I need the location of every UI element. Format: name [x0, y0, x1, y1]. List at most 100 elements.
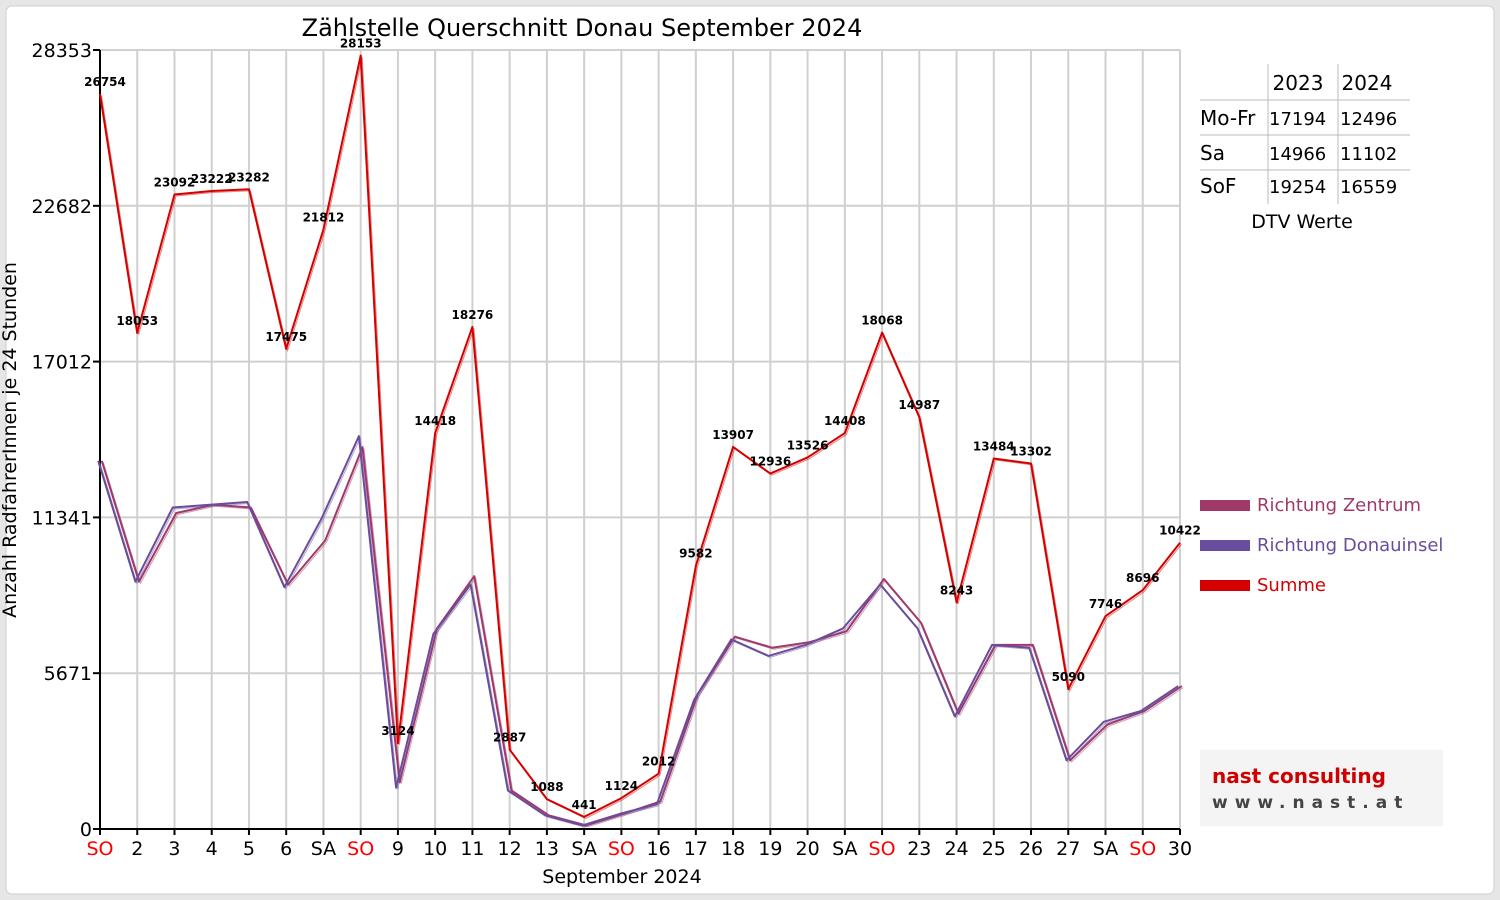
data-label: 1124: [605, 779, 638, 793]
x-tick-label: SA: [832, 838, 857, 860]
legend-swatch-zentrum: [1200, 500, 1250, 511]
x-tick-label: SA: [1093, 838, 1118, 860]
logo-wordmark: nast consulting: [1212, 764, 1386, 788]
legend-label-zentrum: Richtung Zentrum: [1257, 495, 1421, 516]
data-label: 10422: [1159, 524, 1201, 538]
x-tick-label: SO: [347, 838, 374, 860]
x-tick-label: 6: [280, 838, 292, 860]
legend-label-donauinsel: Richtung Donauinsel: [1257, 535, 1443, 556]
x-tick-label: SO: [1129, 838, 1156, 860]
y-tick-label: 0: [80, 819, 92, 841]
x-tick-label: 3: [168, 838, 180, 860]
data-label: 23092: [154, 176, 196, 190]
x-tick-label: 11: [460, 838, 484, 860]
x-tick-label: 19: [758, 838, 782, 860]
data-label: 2887: [493, 731, 526, 745]
x-tick-label: SA: [571, 838, 596, 860]
x-tick-label: 25: [982, 838, 1006, 860]
data-label: 13526: [787, 438, 829, 452]
x-tick-label: SO: [608, 838, 635, 860]
data-label: 14987: [898, 398, 940, 412]
x-tick-label: 5: [243, 838, 255, 860]
legend-swatch-summe: [1200, 580, 1250, 591]
data-label: 23282: [228, 170, 270, 184]
y-tick-label: 17012: [32, 352, 92, 374]
series-line-shadow: [99, 435, 1180, 828]
x-tick-label: 23: [907, 838, 931, 860]
data-label: 2012: [642, 755, 675, 769]
data-label: 18053: [116, 314, 158, 328]
x-tick-label: 17: [684, 838, 708, 860]
data-label: 13484: [973, 440, 1015, 454]
logo-background: [1200, 750, 1443, 826]
data-label: 12936: [749, 455, 791, 469]
x-tick-label: 30: [1168, 838, 1192, 860]
x-tick-label: 20: [795, 838, 819, 860]
data-label: 8243: [940, 584, 973, 598]
dtv-table: 2023 2024 Mo-Fr 17194 12496 Sa 14966 111…: [1200, 64, 1410, 233]
dtv-cell: 14966: [1269, 144, 1326, 165]
data-label: 18276: [452, 308, 494, 322]
dtv-cell: 12496: [1340, 109, 1397, 130]
dtv-row-label: Mo-Fr: [1200, 106, 1256, 130]
data-label: 14408: [824, 414, 866, 428]
data-label: 26754: [84, 75, 126, 89]
data-label: 7746: [1089, 597, 1122, 611]
dtv-col-2023: 2023: [1273, 71, 1324, 95]
series-line-shadow: [101, 56, 1182, 819]
x-tick-label: 9: [392, 838, 404, 860]
x-tick-label: 18: [721, 838, 745, 860]
dtv-col-2024: 2024: [1342, 71, 1393, 95]
x-tick-label: 10: [423, 838, 447, 860]
data-label: 441: [572, 798, 597, 812]
x-tick-label: SO: [869, 838, 896, 860]
x-tick-label: 24: [944, 838, 968, 860]
dtv-row-label: Sa: [1200, 141, 1225, 165]
data-label: 5090: [1052, 670, 1085, 684]
x-tick-label: SA: [311, 838, 336, 860]
data-label: 8696: [1126, 571, 1159, 585]
x-tick-label: 16: [647, 838, 671, 860]
y-axis-label: Anzahl RadfahrerInnen je 24 Stunden: [0, 262, 21, 618]
legend-swatch-donauinsel: [1200, 540, 1250, 551]
y-tick-label: 22682: [32, 196, 92, 218]
dtv-caption: DTV Werte: [1251, 211, 1353, 233]
x-tick-label: 4: [206, 838, 218, 860]
x-tick-label: SO: [86, 838, 113, 860]
dtv-cell: 11102: [1340, 144, 1397, 165]
logo-url: www.nast.at: [1212, 793, 1409, 813]
dtv-cell: 16559: [1340, 177, 1397, 198]
data-label: 3124: [381, 724, 414, 738]
x-axis-label: September 2024: [542, 866, 701, 888]
data-label: 17475: [265, 330, 307, 344]
company-logo: nast consulting www.nast.at: [1200, 750, 1443, 826]
series: [97, 54, 1184, 828]
x-tick-label: 2: [131, 838, 143, 860]
series-line-donauinsel: [97, 435, 1179, 827]
dtv-cell: 17194: [1269, 109, 1326, 130]
data-label: 13907: [712, 428, 754, 442]
x-tick-label: 26: [1019, 838, 1043, 860]
data-label: 28153: [340, 36, 382, 50]
data-label: 21812: [303, 211, 345, 225]
data-label: 1088: [530, 780, 563, 794]
data-label: 18068: [861, 314, 903, 328]
y-tick-label: 5671: [44, 663, 92, 685]
legend: Richtung Zentrum Richtung Donauinsel Sum…: [1200, 495, 1443, 596]
series-line-summe: [99, 54, 1181, 818]
x-tick-label: 27: [1056, 838, 1080, 860]
x-tick-label: 12: [498, 838, 522, 860]
legend-label-summe: Summe: [1257, 575, 1326, 596]
grid: [100, 49, 1181, 829]
dtv-cell: 19254: [1269, 177, 1326, 198]
data-label: 13302: [1010, 445, 1052, 459]
dtv-row-label: SoF: [1200, 174, 1236, 198]
x-tick-label: 13: [535, 838, 559, 860]
data-label: 9582: [679, 547, 712, 561]
chart-title: Zählstelle Querschnitt Donau September 2…: [302, 14, 863, 42]
data-label: 23222: [191, 172, 233, 186]
